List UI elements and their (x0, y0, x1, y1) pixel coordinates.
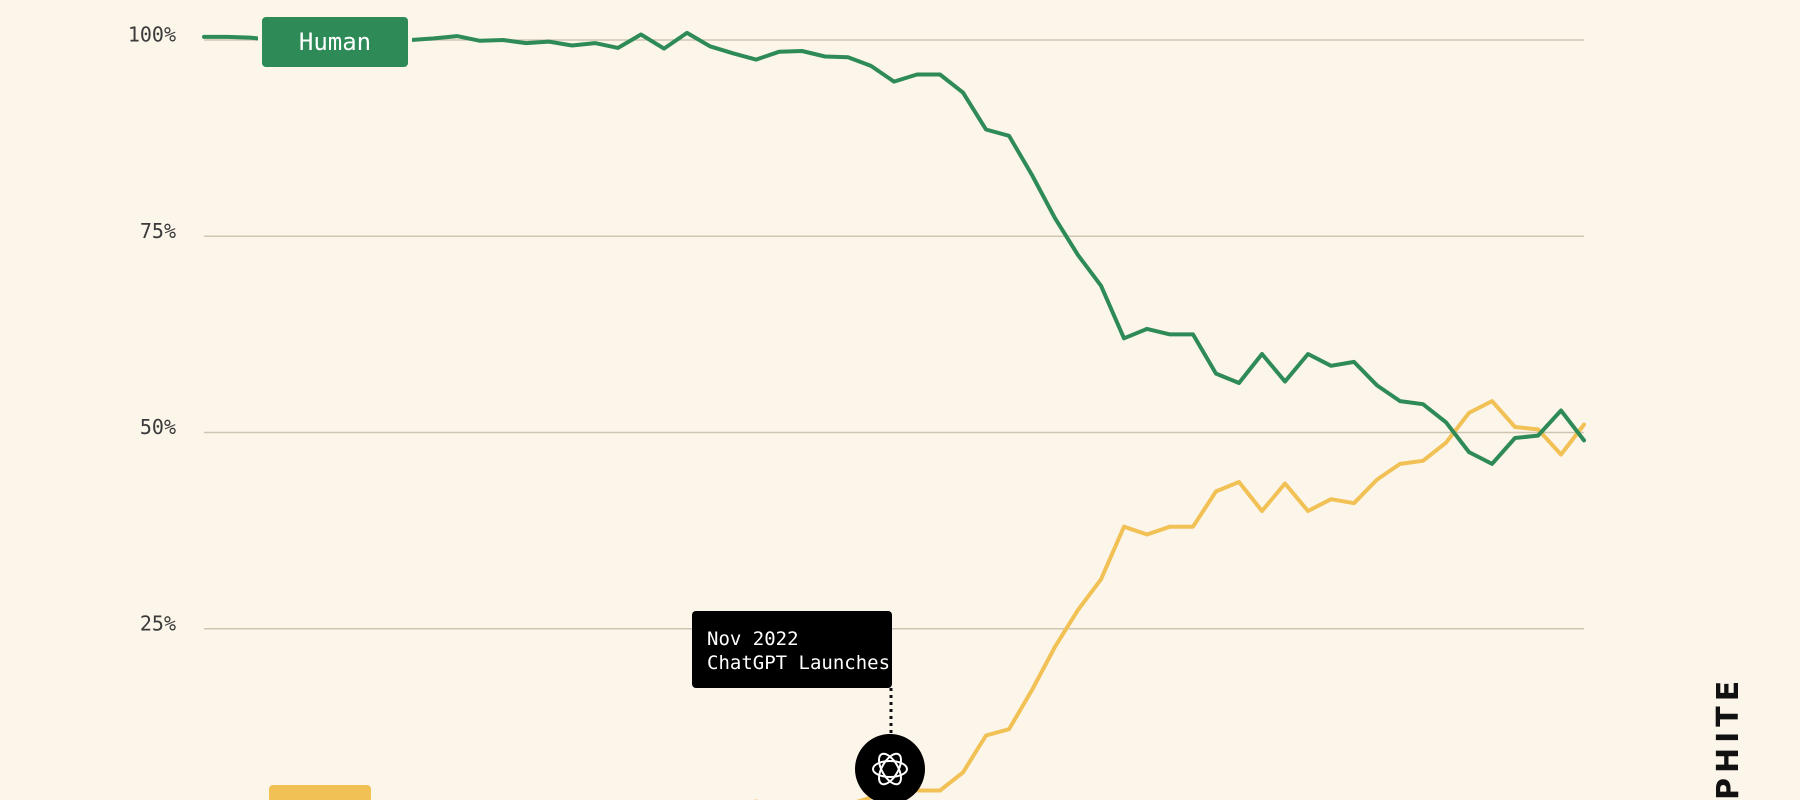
y-tick-label: 100% (128, 23, 176, 47)
annotation-line: Nov 2022 (707, 628, 799, 650)
legend-box (262, 17, 408, 67)
logo-marker (855, 734, 925, 800)
logo-icon (872, 752, 908, 786)
y-tick-label: 50% (140, 415, 176, 439)
labels: 100% 75% 50% 25% Human (128, 13, 412, 800)
y-tick-label: 75% (140, 219, 176, 243)
series-line (202, 30, 1586, 466)
annotation-line: ChatGPT Launches (707, 652, 890, 674)
grid (204, 39, 1584, 630)
annotation-box (692, 611, 892, 688)
legend-label: Human (299, 28, 371, 56)
legend-box (269, 785, 371, 800)
y-tick-label: 25% (140, 611, 176, 635)
brand: PHITE (1711, 676, 1746, 800)
